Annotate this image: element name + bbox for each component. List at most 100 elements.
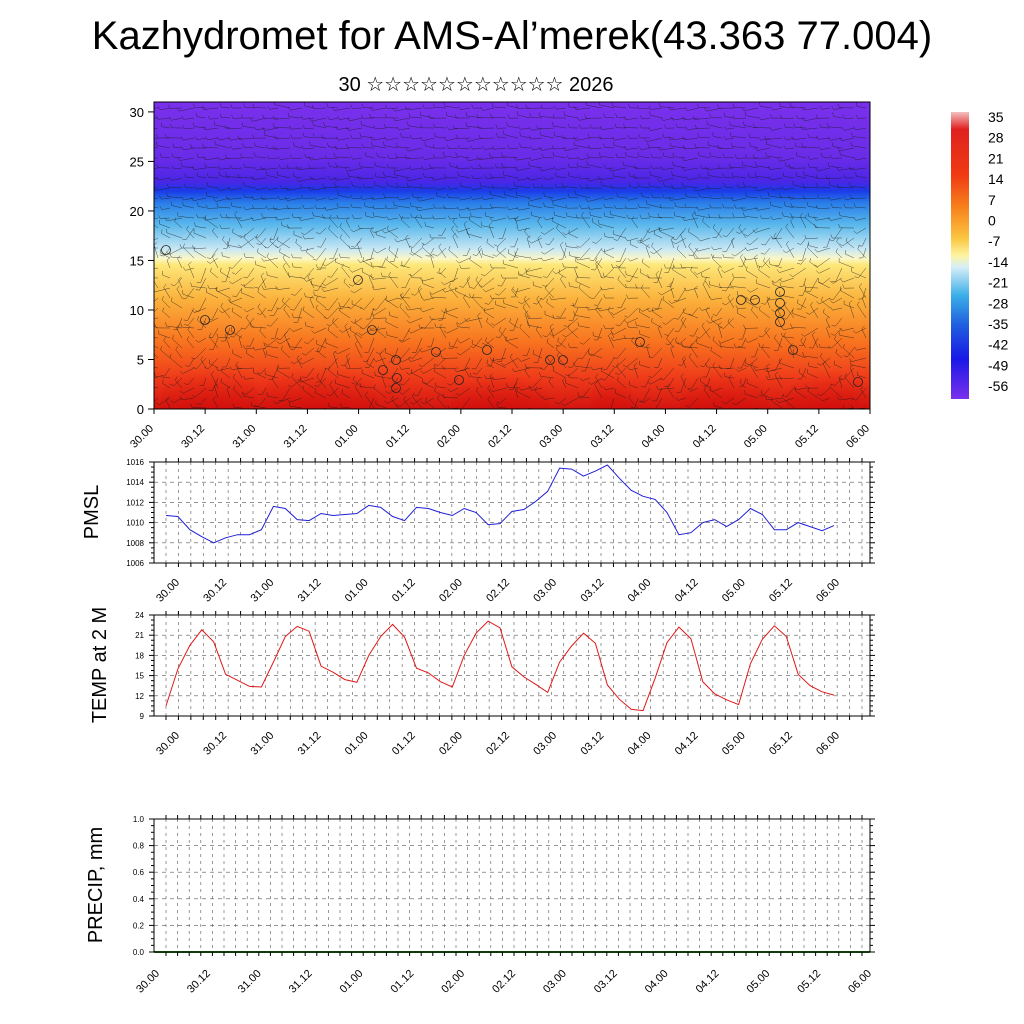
calm-wind-circle [367,325,377,335]
pmsl-x-tick-label: 30.00 [154,577,182,605]
heatmap-x-tick-label: 05.00 [742,423,770,451]
precip-x-tick-label: 01.00 [338,968,366,996]
calm-wind-circle [788,345,798,355]
precip-y-tick-label: 0.0 [133,948,145,957]
colorbar-label: -28 [988,295,1008,311]
precip-grid [154,819,870,952]
temp-x-tick-label: 01.00 [343,730,371,758]
precip-x-tick-label: 02.12 [490,968,518,996]
calm-wind-circle [736,295,746,305]
pmsl-x-tick-label: 05.00 [720,577,748,605]
calm-wind-circle [225,325,235,335]
precip-x-tick-label: 30.00 [134,968,162,996]
heatmap-y-tick-label: 5 [137,352,144,367]
calm-wind-circle [378,365,388,375]
colorbar-label: -35 [988,316,1008,332]
precip-y-tick-label: 1.0 [133,815,145,824]
wind-barb-lines [154,102,867,409]
heatmap-y-tick-label: 0 [137,402,144,417]
temp-x-tick-label: 05.00 [720,730,748,758]
temp-y-label: TEMP at 2 M [89,607,111,723]
colorbar-label: 28 [988,130,1004,146]
pmsl-grid [154,462,870,563]
pmsl-y-label: PMSL [81,485,103,539]
heatmap-x-tick-label: 30.12 [179,423,207,451]
precip-x-tick-label: 03.00 [541,968,569,996]
heatmap-x-tick-label: 03.00 [537,423,565,451]
heatmap-x-tick-label: 06.00 [844,423,872,451]
colorbar-label: 35 [988,109,1004,125]
heatmap-x-tick-label: 02.00 [435,423,463,451]
temp-panel: 9 12 15 18 21 24 30.00 30.12 31.00 31.12 01.00 01.… [89,607,875,758]
pmsl-x-tick-label: 02.00 [437,577,465,605]
chart-subtitle: 30 ☆☆☆☆☆☆☆☆☆☆☆ 2026 [338,74,614,96]
precip-x-tick-label: 04.00 [643,968,671,996]
precip-x-tick-label: 04.12 [694,968,722,996]
precip-y-tick-label: 0.2 [133,921,145,930]
temp-x-axis: 30.00 30.12 31.00 31.12 01.00 01.12 02.00 02.12… [154,611,863,758]
calm-wind-circle [775,317,785,327]
calm-wind-circle [775,287,785,297]
precip-x-tick-label: 05.12 [795,968,823,996]
temp-y-tick-label: 24 [135,611,144,620]
colorbar-label: 21 [988,150,1004,166]
temp-y-tick-label: 12 [135,692,144,701]
pmsl-panel: 1006 1008 1010 1012 1014 1016 30.00 30.12 31.00… [81,458,875,605]
calm-wind-circle [431,347,441,357]
heatmap-panel: 0 5 10 15 20 25 30 30.00 30.12 31.00 31.12 01.00 01… [128,101,872,451]
pmsl-x-tick-label: 03.00 [531,577,559,605]
precip-y-tick-label: 0.6 [133,868,145,877]
precip-x-tick-label: 06.00 [846,968,874,996]
temp-y-tick-label: 18 [135,651,144,660]
temp-x-tick-label: 03.00 [531,730,559,758]
precip-y-tick-label: 0.4 [133,895,145,904]
heatmap-x-tick-label: 02.12 [486,423,514,451]
heatmap-x-tick-label: 04.12 [691,423,719,451]
pmsl-x-tick-label: 30.12 [201,577,229,605]
colorbar-gradient [951,112,969,399]
precip-x-tick-label: 30.12 [185,968,213,996]
calm-wind-circle [161,245,171,255]
heatmap-x-tick-label: 03.12 [588,423,616,451]
calm-wind-circle [482,345,492,355]
temp-x-tick-label: 05.12 [767,730,795,758]
pmsl-y-tick-label: 1006 [126,559,144,568]
pmsl-x-tick-label: 31.00 [248,577,276,605]
temp-y-tick-label: 21 [135,631,144,640]
calm-wind-circle [853,377,863,387]
heatmap-x-tick-label: 01.12 [384,423,412,451]
colorbar-label: 0 [988,213,996,229]
temp-x-tick-label: 31.00 [248,730,276,758]
heatmap-x-tick-label: 31.12 [282,423,310,451]
pmsl-y-axis: 1006 1008 1010 1012 1014 1016 [126,458,875,568]
pmsl-x-tick-label: 04.00 [626,577,654,605]
precip-x-axis: 30.00 30.12 31.00 31.12 01.00 01.12 02.00 02.12… [134,815,874,996]
heatmap-x-tick-label: 30.00 [128,423,156,451]
heatmap-y-tick-label: 25 [130,154,144,169]
pmsl-x-tick-label: 31.12 [296,577,324,605]
precip-x-tick-label: 31.12 [287,968,315,996]
colorbar-label: -42 [988,337,1008,353]
calm-wind-circle [200,315,210,325]
pmsl-y-tick-label: 1012 [126,498,144,507]
temp-x-tick-label: 30.00 [154,730,182,758]
calm-wind-circle [545,355,555,365]
heatmap-y-tick-label: 15 [130,253,144,268]
precip-frame [153,818,871,953]
temp-y-tick-label: 15 [135,672,144,681]
pmsl-x-tick-label: 02.12 [484,577,512,605]
page-title: Kazhydromet for AMS-Al’merek(43.363 77.0… [91,14,933,58]
colorbar-label: -14 [988,254,1008,270]
pmsl-x-tick-label: 04.12 [673,577,701,605]
colorbar-labels: 35 28 21 14 7 0 -7 -14 -21 -28 -35 -42 -49 -56 [988,109,1008,394]
calm-wind-circle [635,337,645,347]
temp-series-line [165,620,835,712]
pmsl-x-tick-label: 05.12 [767,577,795,605]
colorbar-label: -21 [988,275,1008,291]
pmsl-y-tick-label: 1014 [126,478,144,487]
precip-x-tick-label: 03.12 [592,968,620,996]
pmsl-x-axis: 30.00 30.12 31.00 31.12 01.00 01.12 02.00 02.12… [154,458,863,605]
calm-wind-circle [391,383,401,393]
precip-x-tick-label: 01.12 [388,968,416,996]
precip-x-tick-label: 05.00 [744,968,772,996]
